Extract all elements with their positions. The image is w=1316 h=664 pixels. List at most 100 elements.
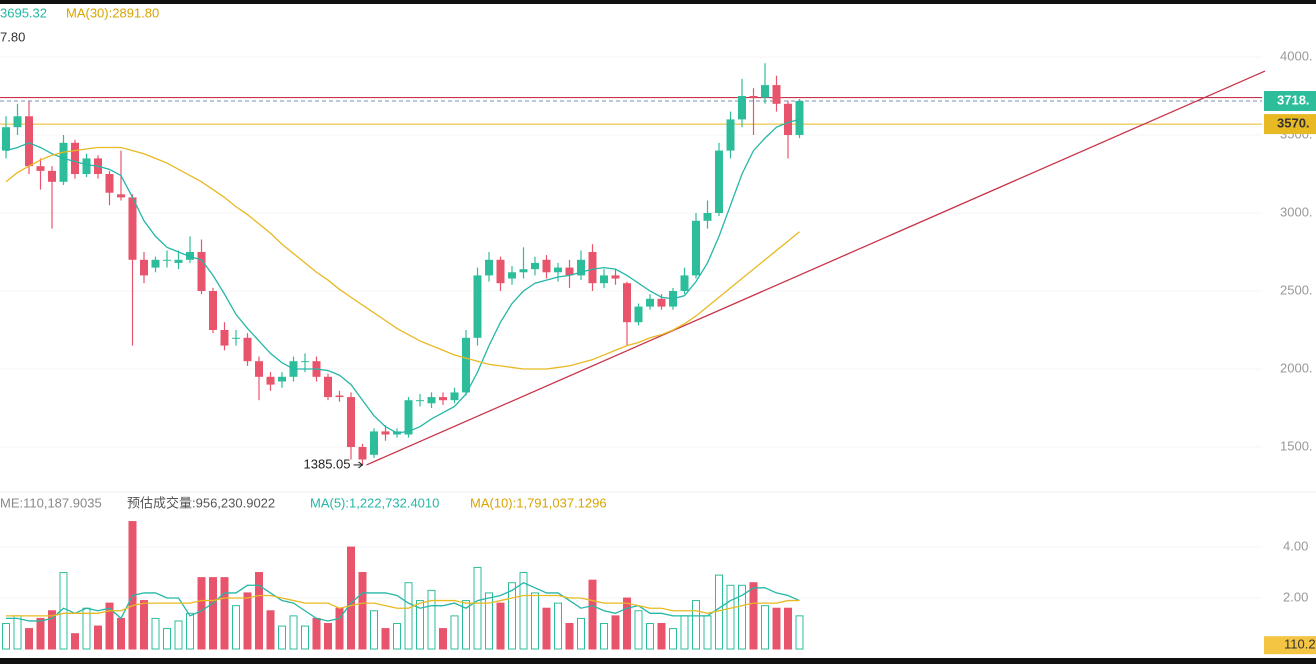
volume-bar (312, 617, 321, 650)
volume-bar (370, 610, 378, 650)
volume-bar (439, 628, 447, 650)
y-tick-label: 2000. (1280, 360, 1313, 375)
volume-bar (715, 574, 723, 650)
volume-bar (703, 615, 712, 650)
ma-long-line (5, 146, 800, 370)
candle-body (485, 259, 493, 276)
volume-bar (473, 566, 482, 650)
candle-body (381, 431, 390, 435)
candle-body (531, 262, 539, 270)
volume-bar (209, 577, 217, 650)
volume-bar (25, 628, 33, 650)
volume-bar (416, 600, 424, 650)
sub-label: 7.80 (0, 29, 25, 44)
volume-bar (82, 607, 91, 650)
volume-bar (519, 572, 528, 650)
candle-body (370, 431, 378, 455)
candle-body (324, 376, 332, 398)
volume-bar (48, 610, 56, 650)
volume-bar (393, 623, 401, 650)
volume-bar (496, 602, 505, 650)
volume-bar (531, 592, 539, 650)
vol-ma10-label: MA(10):1,791,037.1296 (470, 495, 607, 510)
volume-bar (485, 592, 493, 650)
candle-body (703, 213, 712, 221)
volume-bar (220, 577, 229, 650)
candle-body (105, 174, 114, 193)
candle-body (496, 259, 505, 284)
volume-bar (634, 610, 643, 650)
candle-body (600, 275, 608, 284)
volume-bar (761, 605, 769, 650)
candle-body (255, 361, 263, 377)
volume-bar (784, 607, 792, 650)
candle-body (48, 170, 56, 182)
candle-body (25, 116, 33, 167)
ma-short-label: 3695.32 (0, 5, 47, 20)
candle-body (117, 194, 125, 198)
candle-body (243, 337, 252, 362)
ma-long-label: MA(30):2891.80 (66, 5, 159, 20)
trend-line (366, 70, 1266, 466)
top-border (0, 0, 1316, 4)
candle-body (795, 100, 804, 135)
candle-body (151, 259, 160, 268)
volume-bar (94, 625, 102, 650)
volume-bar (692, 600, 700, 650)
volume-bar (427, 589, 436, 650)
volume-bar (289, 615, 298, 650)
volume-label: ME:110,187.9035 (0, 495, 102, 510)
candle-body (473, 275, 482, 338)
y-tick-label: 2500. (1280, 282, 1313, 297)
y-tick-label: 3000. (1280, 204, 1313, 219)
candle-body (542, 259, 551, 273)
volume-tick-label: 2.00 (1283, 589, 1308, 604)
volume-bar (2, 623, 10, 650)
candle-body (749, 96, 758, 98)
candle-body (266, 376, 275, 385)
candle-body (358, 447, 367, 460)
volume-bar (600, 623, 608, 650)
candle-body (2, 127, 10, 151)
bottom-border (0, 658, 1316, 664)
candle-body (59, 142, 68, 182)
candle-body (623, 283, 631, 323)
candle-body (301, 361, 309, 363)
volume-tag (1264, 636, 1316, 655)
volume-bar (772, 607, 781, 650)
volume-bar (255, 572, 263, 650)
volume-ma10-line (6, 594, 800, 617)
volume-bar (508, 582, 516, 650)
candle-body (278, 376, 286, 382)
price-tag (1264, 114, 1316, 135)
volume-bar (726, 584, 735, 650)
candle-body (761, 85, 769, 98)
candle-body (462, 337, 470, 393)
candle-body (634, 306, 643, 323)
volume-bar (128, 521, 137, 650)
volume-tag-label: 110.2 (1284, 637, 1316, 652)
volume-bar (611, 615, 620, 650)
candle-body (140, 259, 148, 276)
volume-bar (197, 577, 206, 650)
volume-bar (266, 610, 275, 650)
volume-bar (13, 615, 22, 650)
volume-bar (646, 623, 654, 650)
volume-bar (36, 617, 45, 650)
volume-bar (232, 605, 240, 650)
candle-body (646, 298, 654, 307)
candle-body (174, 259, 183, 263)
low-arrow-head (358, 461, 364, 469)
candle-body (554, 267, 562, 273)
candle-body (128, 197, 137, 260)
volume-bar (450, 615, 459, 650)
candle-body (450, 392, 459, 401)
y-tick-label: 4000. (1280, 48, 1313, 63)
candle-body (439, 397, 447, 401)
low-annotation: 1385.05 (304, 456, 351, 471)
candle-body (588, 252, 597, 284)
candle-body (692, 220, 700, 276)
candle-body (427, 397, 436, 404)
volume-bar (749, 582, 758, 650)
candle-body (186, 252, 194, 260)
